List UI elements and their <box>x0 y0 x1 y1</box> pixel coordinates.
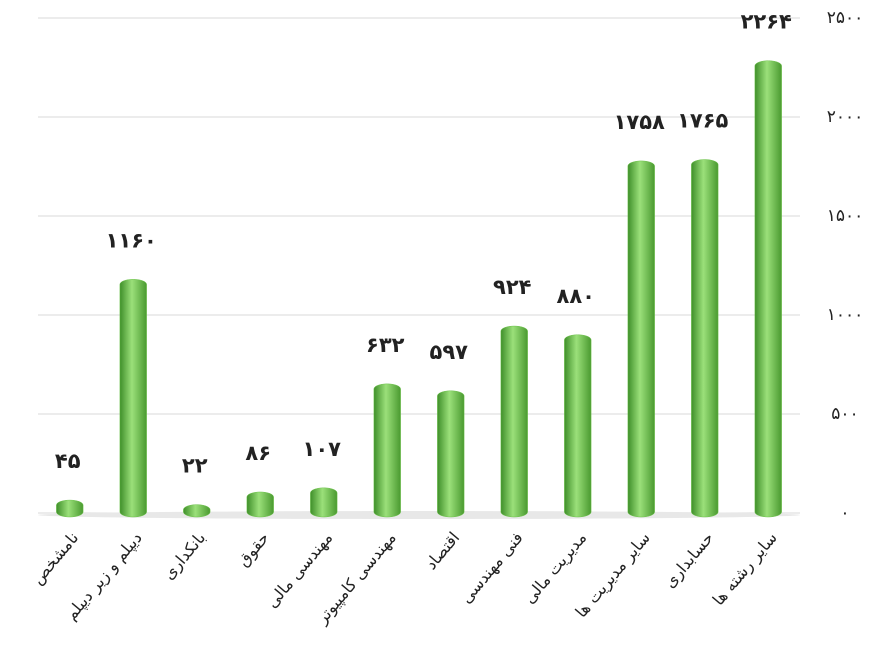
bar <box>246 491 274 518</box>
value-label: ۲۲۶۴ <box>741 10 792 34</box>
value-label: ۱۱۶۰ <box>106 228 157 252</box>
x-tick-label: حسابداری <box>660 528 718 592</box>
x-tick-label: سایر رشته ها <box>709 528 782 609</box>
value-label: ۲۲ <box>182 454 208 478</box>
bar <box>754 60 782 518</box>
x-tick-label: مدیریت مالی <box>520 528 591 608</box>
bar <box>564 334 592 518</box>
x-tick-label: بانکداری <box>159 528 210 584</box>
bar <box>373 383 401 518</box>
x-tick-label: حقوق <box>233 528 273 570</box>
bar <box>500 325 528 518</box>
bar <box>310 487 338 518</box>
bar <box>627 160 655 518</box>
y-tick-label: ۵۰۰ <box>831 404 858 424</box>
value-label: ۸۸۰ <box>557 284 595 308</box>
bar <box>183 504 211 518</box>
bar <box>56 499 84 518</box>
y-tick-label: ۱۵۰۰ <box>827 206 864 226</box>
y-tick-label: ۰ <box>840 503 849 523</box>
bar <box>437 390 465 518</box>
value-label: ۵۹۷ <box>430 340 469 364</box>
x-tick-label: نامشخص <box>28 528 83 588</box>
value-label: ۹۲۴ <box>493 275 532 299</box>
y-tick-label: ۲۵۰۰ <box>827 8 864 28</box>
value-label: ۶۳۲ <box>366 333 405 357</box>
y-tick-label: ۱۰۰۰ <box>827 305 864 325</box>
y-tick-label: ۲۰۰۰ <box>827 107 864 127</box>
value-label: ۸۶ <box>245 441 271 465</box>
value-label: ۱۷۵۸ <box>614 110 665 134</box>
value-label: ۱۰۷ <box>303 437 342 461</box>
x-tick-label: فنی مهندسی <box>456 528 527 607</box>
floor <box>38 511 800 519</box>
bar <box>691 159 719 518</box>
value-label: ۴۵ <box>55 449 81 473</box>
x-tick-label: اقتصاد <box>421 528 463 573</box>
bar <box>119 279 147 518</box>
value-label: ۱۷۶۵ <box>677 109 728 133</box>
